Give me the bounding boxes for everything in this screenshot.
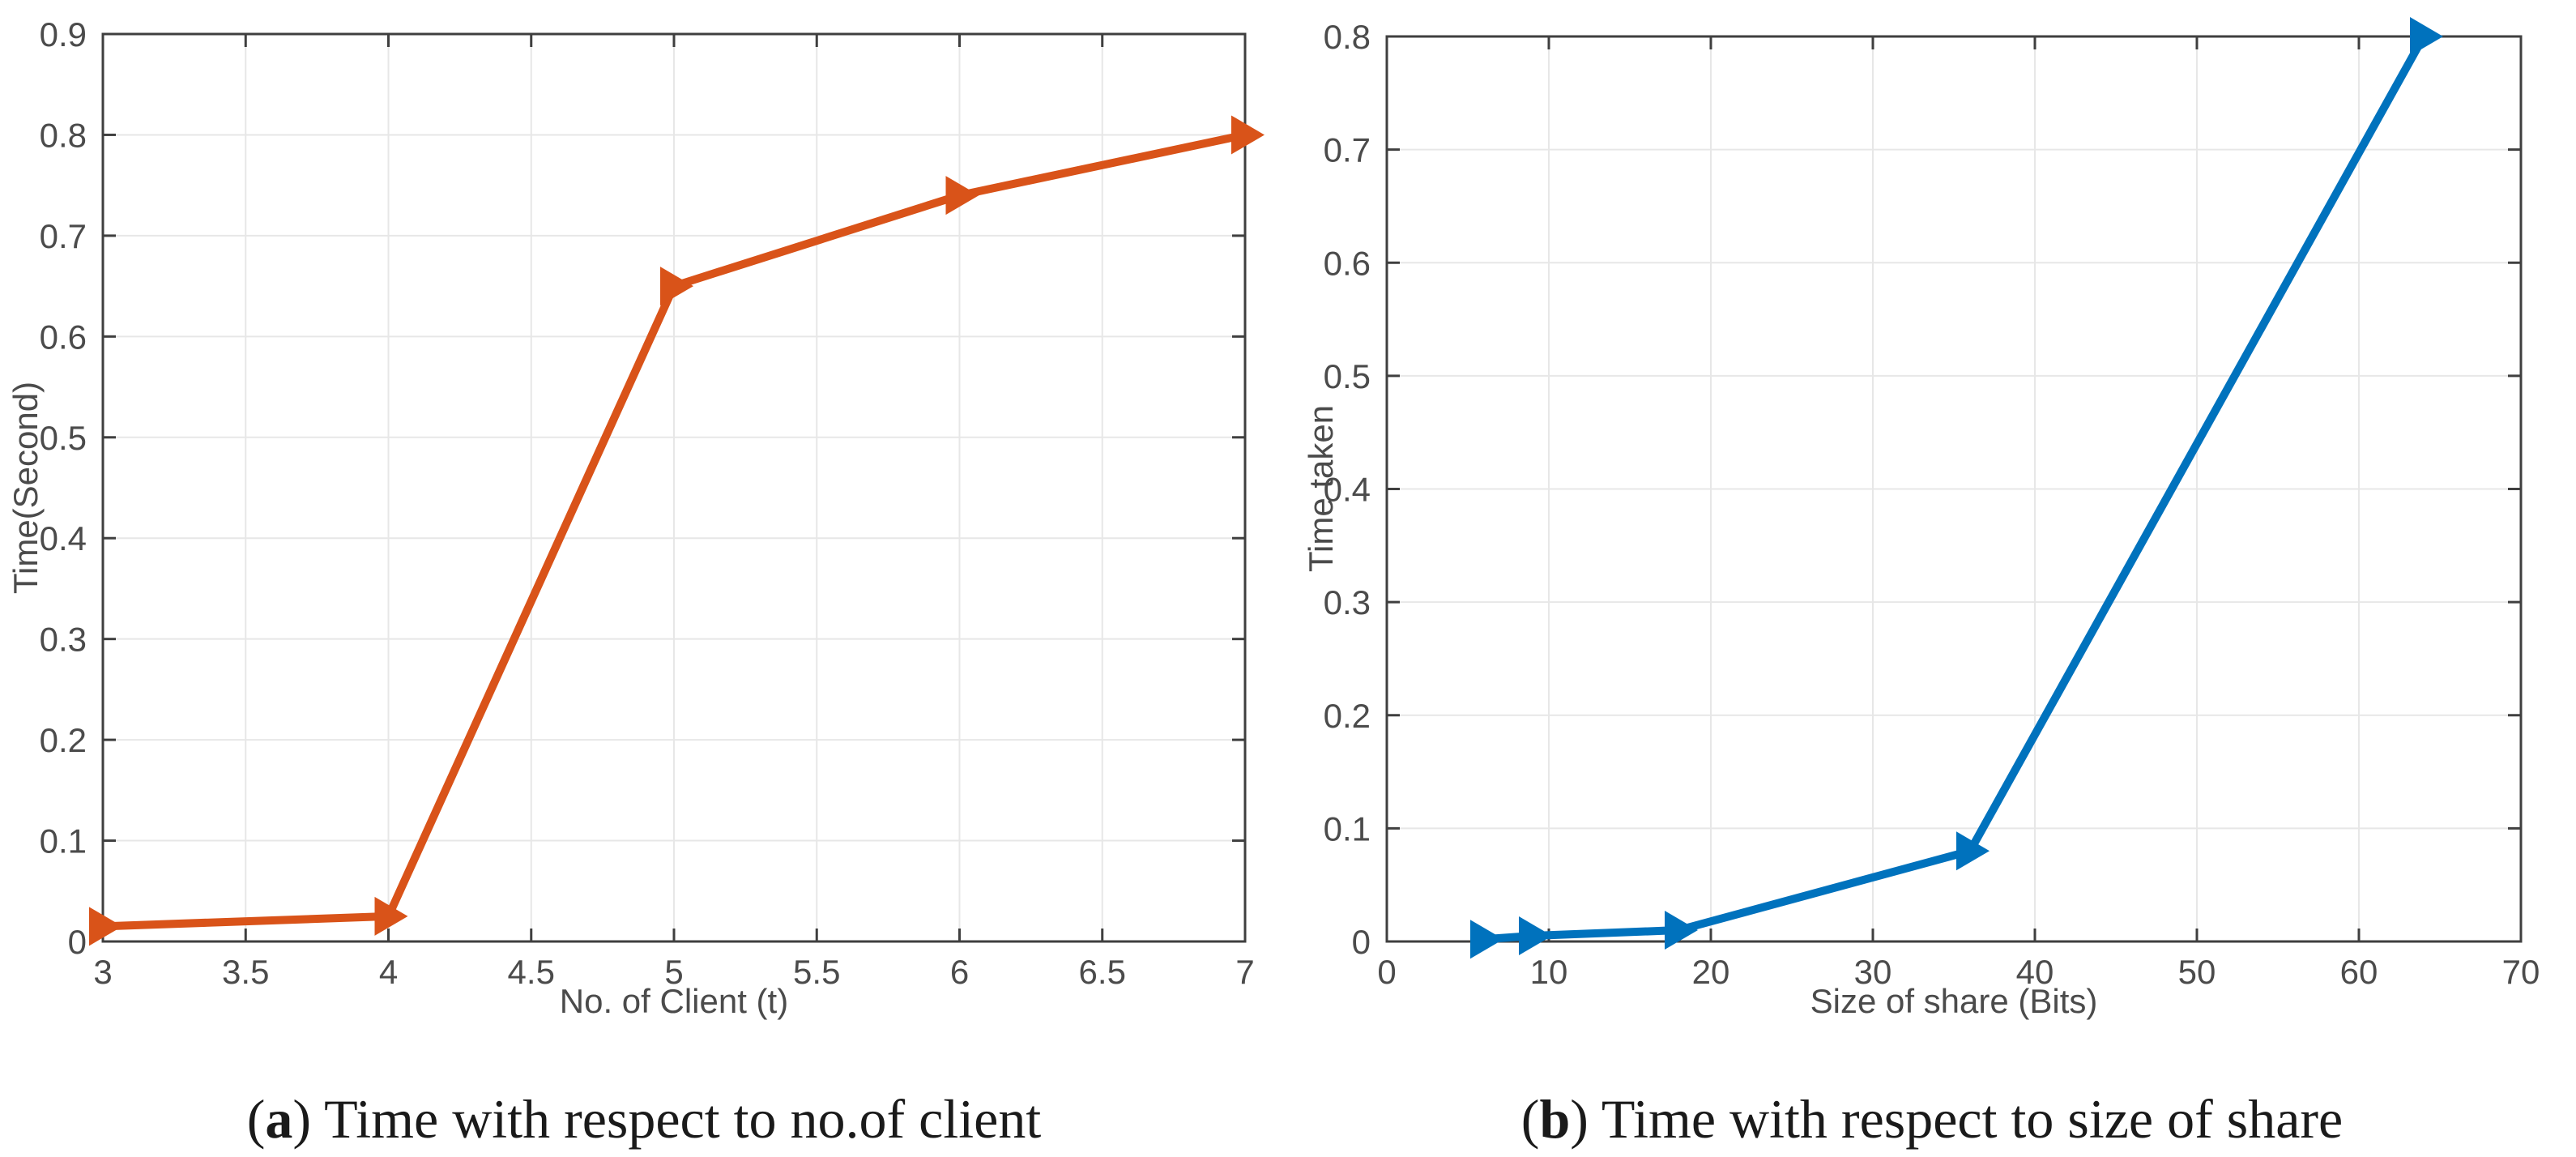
caption-a: (a) Time with respect to no.of client [0, 1087, 1288, 1151]
chart-a-plot-layer: 3 3.5 4 4.5 5 5.5 6 6.5 7 0 0.1 0.2 0.3 0.4 0.5 0.6 0.7 0… [40, 15, 1265, 991]
chart-b-canvas: 0 10 20 30 40 50 60 70 0 0.1 0.2 0.3 0.4 0.5 0.6 0.7 0.8… [1302, 17, 2540, 1020]
y-tick-label: 0.8 [1324, 18, 1371, 56]
data-point-marker [945, 176, 979, 216]
y-tick-label: 0.4 [40, 519, 87, 557]
x-tick-label: 30 [1854, 953, 1892, 991]
data-point-marker [1470, 920, 1503, 959]
y-tick-label: 0.1 [1324, 809, 1371, 847]
data-point-marker [89, 907, 122, 946]
y-tick-label: 0.2 [40, 721, 87, 759]
chart-b-plot-layer: 0 10 20 30 40 50 60 70 0 0.1 0.2 0.3 0.4 0.5 0.6 0.7 0.8 [1324, 17, 2540, 991]
caption-b: (b) Time with respect to size of share [1288, 1087, 2576, 1151]
x-tick-label: 5.5 [793, 953, 840, 991]
y-tick-label: 0.9 [40, 15, 87, 53]
y-tick-label: 0.3 [1324, 583, 1371, 621]
x-tick-label: 3 [93, 953, 112, 991]
x-axis-label-a: No. of Client (t) [560, 982, 788, 1020]
data-point-marker [2410, 17, 2443, 56]
y-axis-label-a: Time(Second) [6, 382, 45, 594]
caption-b-label: b [1539, 1088, 1571, 1150]
x-tick-label: 40 [2016, 953, 2054, 991]
y-tick-label: 0.6 [1324, 244, 1371, 282]
data-point-marker [1519, 916, 1552, 956]
y-tick-label: 0 [68, 923, 87, 961]
x-tick-label: 4 [379, 953, 398, 991]
y-tick-label: 0.5 [40, 419, 87, 457]
data-line [1483, 34, 2428, 944]
x-tick-label: 70 [2502, 953, 2540, 991]
x-tick-label: 6.5 [1079, 953, 1126, 991]
x-tick-label: 4.5 [508, 953, 555, 991]
caption-a-paren-close: ) [292, 1088, 312, 1150]
y-tick-label: 0.5 [1324, 357, 1371, 395]
x-tick-label: 7 [1235, 953, 1254, 991]
y-tick-label: 0.7 [1324, 131, 1371, 169]
caption-b-paren-open: ( [1520, 1088, 1540, 1150]
y-tick-label: 0.6 [40, 318, 87, 356]
caption-a-text: Time with respect to no.of client [324, 1088, 1042, 1150]
y-axis-label-b: Time taken [1302, 405, 1340, 572]
x-tick-label: 10 [1530, 953, 1568, 991]
data-point-marker [1231, 115, 1265, 155]
x-tick-label: 20 [1692, 953, 1730, 991]
y-tick-label: 0.8 [40, 116, 87, 154]
data-point-marker [1956, 831, 1990, 871]
caption-b-paren-close: ) [1570, 1088, 1589, 1150]
x-tick-label: 60 [2340, 953, 2378, 991]
chart-a-canvas: 3 3.5 4 4.5 5 5.5 6 6.5 7 0 0.1 0.2 0.3 0.4 0.5 0.6 0.7 0… [6, 15, 1265, 1020]
caption-a-paren-open: ( [246, 1088, 266, 1150]
x-tick-label: 50 [2178, 953, 2216, 991]
x-tick-label: 3.5 [222, 953, 269, 991]
y-tick-label: 0.1 [40, 822, 87, 860]
y-tick-label: 0.7 [40, 217, 87, 255]
x-tick-label: 6 [950, 953, 969, 991]
data-point-marker [1665, 911, 1698, 950]
x-tick-label: 5 [664, 953, 683, 991]
y-tick-label: 0 [1352, 923, 1371, 961]
x-tick-label: 0 [1377, 953, 1396, 991]
caption-a-label: a [265, 1088, 293, 1150]
y-tick-label: 0.3 [40, 621, 87, 659]
data-point-marker [374, 896, 408, 936]
caption-b-text: Time with respect to size of share [1601, 1088, 2344, 1150]
data-point-marker [660, 267, 693, 306]
x-axis-label-b: Size of share (Bits) [1810, 982, 2098, 1020]
y-tick-label: 0.4 [1324, 471, 1371, 509]
y-tick-label: 0.2 [1324, 697, 1371, 735]
